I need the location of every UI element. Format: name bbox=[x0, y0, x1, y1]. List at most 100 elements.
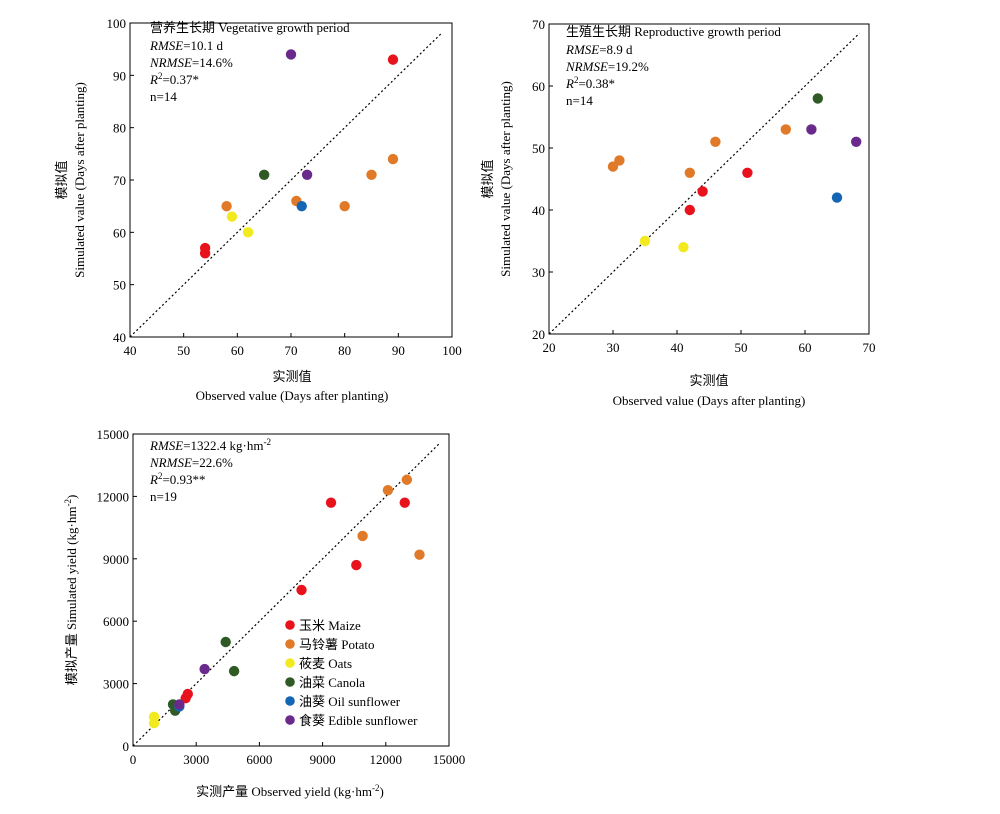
y-axis-label-cn: 模拟值 bbox=[480, 159, 495, 198]
one-to-one-line bbox=[129, 31, 443, 338]
nrmse-stat: NRMSE=19.2% bbox=[565, 59, 649, 74]
data-point-maize bbox=[296, 584, 307, 596]
x-tick-label: 0 bbox=[130, 752, 137, 767]
data-point-edible-sunflower bbox=[285, 49, 297, 60]
data-point-potato bbox=[710, 136, 721, 147]
data-point-maize bbox=[684, 204, 695, 216]
y-tick-label: 40 bbox=[113, 330, 126, 345]
n-stat: n=14 bbox=[566, 93, 593, 108]
legend-label-edible-sunflower: 食葵 Edible sunflower bbox=[299, 713, 418, 728]
y-tick-label: 50 bbox=[113, 278, 126, 293]
data-point-potato bbox=[382, 484, 394, 496]
x-tick-label: 30 bbox=[607, 340, 620, 355]
r2-stat: R2=0.38* bbox=[565, 75, 615, 91]
legend: 玉米 Maize 马铃薯 Potato 莜麦 Oats 油菜 Canola 油葵 Oil… bbox=[285, 618, 418, 728]
y-tick-label: 40 bbox=[532, 203, 545, 218]
x-axis-label: Observed value (Days after planting) bbox=[613, 393, 806, 408]
x-tick-label: 40 bbox=[671, 340, 684, 355]
rmse-stat: RMSE=1322.4 kg·hm-2 bbox=[149, 437, 271, 453]
legend-label-oil-sunflower: 油葵 Oil sunflower bbox=[299, 694, 401, 709]
data-point-canola bbox=[812, 93, 823, 104]
y-tick-label: 6000 bbox=[103, 614, 129, 629]
y-axis-label-cn: 模拟值 bbox=[54, 160, 69, 199]
panel-title: 营养生长期 Vegetative growth period bbox=[150, 20, 350, 35]
data-point-edible-sunflower bbox=[301, 169, 313, 180]
y-tick-label: 70 bbox=[532, 17, 545, 32]
y-tick-label: 12000 bbox=[97, 489, 130, 504]
x-axis-label: 实测产量 Observed yield (kg·hm-2) bbox=[196, 783, 384, 799]
data-point-canola bbox=[258, 169, 270, 180]
y-axis-label: Simulated value (Days after planting) bbox=[72, 82, 87, 278]
y-tick-label: 15000 bbox=[97, 427, 130, 442]
data-point-edible-sunflower bbox=[806, 124, 817, 135]
y-tick-label: 60 bbox=[532, 79, 545, 94]
data-point-canola bbox=[220, 636, 231, 648]
data-point-oats bbox=[148, 717, 160, 729]
data-point-edible-sunflower bbox=[174, 699, 185, 710]
data-point-maize bbox=[199, 248, 211, 259]
data-point-potato bbox=[366, 169, 377, 180]
data-point-edible-sunflower bbox=[851, 136, 862, 147]
x-tick-label: 12000 bbox=[370, 752, 403, 767]
y-tick-label: 90 bbox=[113, 68, 126, 83]
y-tick-label: 80 bbox=[113, 121, 126, 136]
x-tick-label: 100 bbox=[442, 343, 462, 358]
x-tick-label: 3000 bbox=[183, 752, 209, 767]
y-tick-label: 30 bbox=[532, 265, 545, 280]
data-point-maize bbox=[399, 497, 410, 508]
data-point-oil-sunflower bbox=[296, 200, 307, 212]
x-tick-label: 70 bbox=[285, 343, 298, 358]
data-point-potato bbox=[387, 153, 399, 165]
legend-label-oats: 莜麦 Oats bbox=[299, 656, 352, 671]
y-axis-label: Simulated value (Days after planting) bbox=[498, 81, 513, 277]
x-tick-label: 20 bbox=[543, 340, 556, 355]
x-tick-label: 9000 bbox=[310, 752, 336, 767]
y-tick-label: 20 bbox=[532, 327, 545, 342]
one-to-one-line bbox=[548, 32, 860, 335]
y-tick-label: 3000 bbox=[103, 677, 129, 692]
data-point-oats bbox=[242, 227, 254, 238]
data-point-potato bbox=[357, 530, 368, 542]
vegetative-panel: 营养生长期 Vegetative growth period RMSE=10.1… bbox=[54, 16, 462, 403]
rmse-stat: RMSE=10.1 d bbox=[149, 38, 224, 53]
legend-label-maize: 玉米 Maize bbox=[299, 618, 361, 633]
legend-marker-maize bbox=[285, 620, 295, 630]
data-point-maize bbox=[325, 497, 337, 508]
legend-marker-edible-sunflower bbox=[285, 715, 295, 725]
data-point-oil-sunflower bbox=[831, 192, 843, 203]
data-point-oats bbox=[639, 235, 651, 247]
x-tick-label: 6000 bbox=[246, 752, 272, 767]
plot-frame bbox=[129, 22, 453, 338]
data-point-potato bbox=[414, 549, 425, 560]
y-axis-label: 模拟产量 Simulated yield (kg·hm-2) bbox=[63, 495, 79, 686]
data-point-potato bbox=[614, 155, 625, 166]
x-axis-label: Observed value (Days after planting) bbox=[196, 388, 389, 403]
legend-marker-canola bbox=[285, 677, 295, 687]
y-tick-label: 70 bbox=[113, 173, 126, 188]
data-point-potato bbox=[684, 167, 695, 178]
rmse-stat: RMSE=8.9 d bbox=[565, 42, 633, 57]
data-point-oats bbox=[226, 211, 238, 222]
nrmse-stat: NRMSE=14.6% bbox=[149, 55, 233, 70]
data-point-potato bbox=[339, 200, 350, 212]
yield-panel: RMSE=1322.4 kg·hm-2 NRMSE=22.6% R2=0.93*… bbox=[63, 427, 465, 799]
legend-label-canola: 油菜 Canola bbox=[299, 675, 365, 690]
x-tick-label: 40 bbox=[124, 343, 137, 358]
x-axis-label-cn: 实测值 bbox=[689, 373, 728, 388]
n-stat: n=19 bbox=[150, 489, 177, 504]
x-tick-label: 80 bbox=[338, 343, 351, 358]
data-point-edible-sunflower bbox=[199, 663, 210, 675]
data-point-potato bbox=[607, 161, 619, 172]
x-tick-label: 70 bbox=[863, 340, 876, 355]
data-point-canola bbox=[228, 665, 240, 677]
x-tick-label: 60 bbox=[231, 343, 244, 358]
x-tick-label: 60 bbox=[799, 340, 812, 355]
x-axis-label-cn: 实测值 bbox=[272, 369, 311, 384]
data-point-oats bbox=[678, 242, 689, 253]
y-tick-label: 50 bbox=[532, 141, 545, 156]
r2-stat: R2=0.93** bbox=[149, 471, 206, 487]
legend-marker-potato bbox=[285, 639, 295, 649]
y-tick-label: 9000 bbox=[103, 552, 129, 567]
reproductive-panel: 生殖生长期 Reproductive growth period RMSE=8.… bbox=[480, 17, 876, 408]
